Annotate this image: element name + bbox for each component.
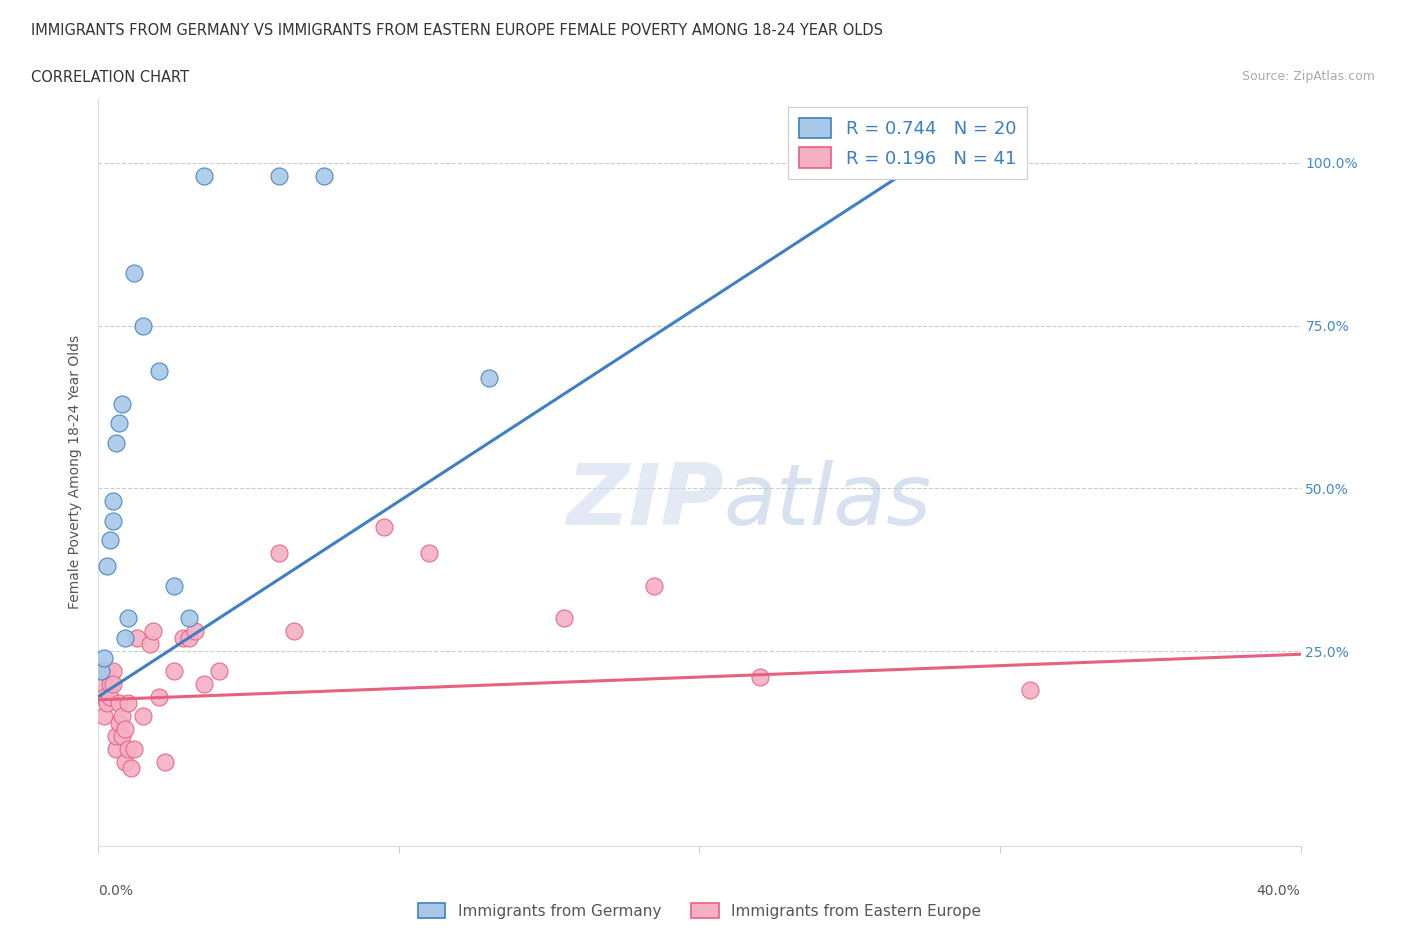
Point [105, 741, 128, 756]
Point [132, 709, 155, 724]
Point [93, 689, 115, 704]
Point [162, 578, 184, 593]
Legend: Immigrants from Germany, Immigrants from Eastern Europe: Immigrants from Germany, Immigrants from… [412, 897, 987, 924]
Point [193, 168, 215, 183]
Text: Source: ZipAtlas.com: Source: ZipAtlas.com [1241, 70, 1375, 83]
Point [96, 696, 118, 711]
Point [267, 168, 290, 183]
Point [100, 533, 122, 548]
Point [124, 266, 146, 281]
Point [148, 364, 170, 379]
Point [117, 696, 139, 711]
Point [127, 631, 149, 645]
Point [111, 396, 134, 411]
Point [93, 709, 115, 724]
Text: ZIP: ZIP [565, 460, 724, 543]
Point [108, 696, 131, 711]
Point [153, 754, 176, 769]
Point [312, 168, 335, 183]
Point [643, 578, 665, 593]
Point [373, 520, 395, 535]
Point [108, 715, 131, 730]
Point [283, 624, 305, 639]
Point [100, 676, 122, 691]
Point [105, 728, 128, 743]
Y-axis label: Female Poverty Among 18-24 Year Olds: Female Poverty Among 18-24 Year Olds [69, 335, 83, 609]
Point [105, 435, 128, 450]
Point [103, 663, 125, 678]
Point [141, 624, 163, 639]
Point [267, 546, 290, 561]
Point [177, 631, 200, 645]
Point [121, 761, 143, 776]
Point [553, 611, 575, 626]
Point [90, 663, 112, 678]
Point [103, 676, 125, 691]
Text: 40.0%: 40.0% [1257, 884, 1301, 898]
Point [93, 650, 115, 665]
Point [162, 663, 184, 678]
Text: IMMIGRANTS FROM GERMANY VS IMMIGRANTS FROM EASTERN EUROPE FEMALE POVERTY AMONG 1: IMMIGRANTS FROM GERMANY VS IMMIGRANTS FR… [31, 23, 883, 38]
Point [172, 631, 194, 645]
Text: CORRELATION CHART: CORRELATION CHART [31, 70, 188, 85]
Point [96, 663, 118, 678]
Point [100, 689, 122, 704]
Point [138, 637, 160, 652]
Point [193, 676, 215, 691]
Point [148, 689, 170, 704]
Point [124, 741, 146, 756]
Point [103, 513, 125, 528]
Point [96, 559, 118, 574]
Point [114, 631, 136, 645]
Point [90, 676, 112, 691]
Point [114, 754, 136, 769]
Point [111, 709, 134, 724]
Point [478, 370, 501, 385]
Point [132, 318, 155, 333]
Point [177, 611, 200, 626]
Point [748, 670, 770, 684]
Point [418, 546, 440, 561]
Point [103, 494, 125, 509]
Point [117, 741, 139, 756]
Point [208, 663, 231, 678]
Text: 0.0%: 0.0% [98, 884, 134, 898]
Text: atlas: atlas [724, 460, 932, 543]
Point [111, 728, 134, 743]
Point [117, 611, 139, 626]
Point [183, 624, 205, 639]
Point [114, 722, 136, 737]
Point [1019, 683, 1042, 698]
Point [108, 416, 131, 431]
